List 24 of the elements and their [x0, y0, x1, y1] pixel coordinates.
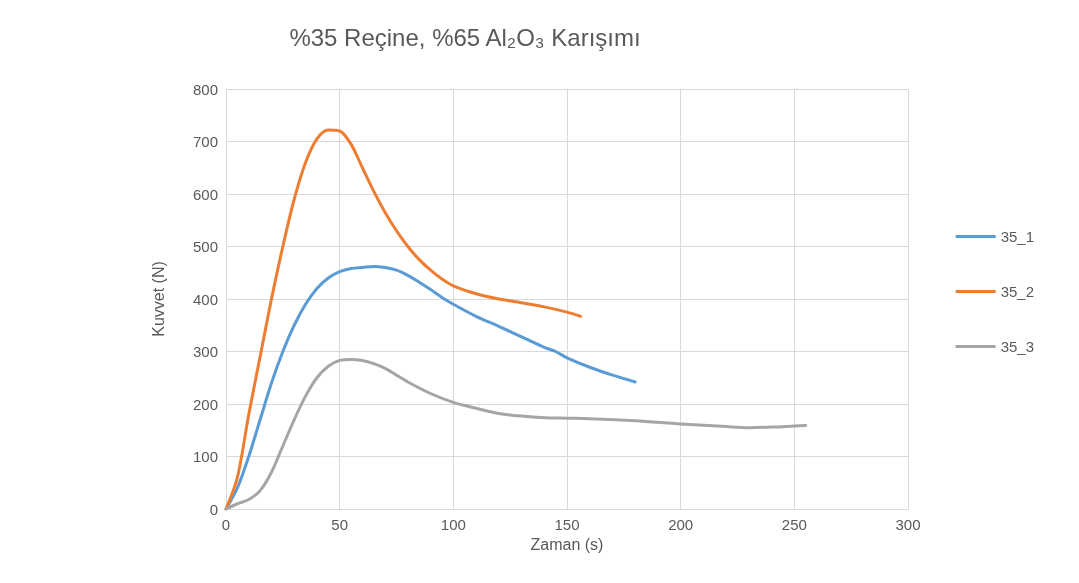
y-tick-label: 300 [192, 343, 218, 360]
y-tick-label: 500 [192, 238, 218, 255]
y-tick-label: 400 [192, 290, 218, 308]
x-tick-label: 0 [221, 516, 231, 533]
y-tick-label: 700 [192, 133, 218, 150]
x-tick-label: 200 [668, 516, 694, 533]
x-axis-title: Zaman (s) [530, 536, 604, 554]
x-tick-label: 250 [781, 516, 807, 533]
x-tick-label: 300 [895, 516, 921, 533]
y-tick-label: 600 [192, 185, 218, 203]
x-tick-label: 100 [440, 516, 466, 533]
chart-title: %35 Reçine, %65 Al₂O₃ Karışımı [289, 23, 641, 51]
y-tick-label: 800 [192, 80, 218, 98]
line-series [224, 357, 808, 511]
legend-label: 35_2 [1000, 283, 1035, 300]
legend-label: 35_3 [1000, 338, 1035, 355]
y-tick-label: 200 [192, 395, 218, 413]
y-tick-label: 0 [209, 500, 218, 518]
y-tick-label: 100 [192, 448, 218, 465]
line-series [224, 128, 583, 511]
x-tick-label: 150 [554, 516, 580, 533]
legend-label: 35_1 [1000, 228, 1035, 245]
x-tick-label: 50 [331, 516, 349, 533]
y-axis-title: Kuvvet (N) [149, 261, 167, 337]
